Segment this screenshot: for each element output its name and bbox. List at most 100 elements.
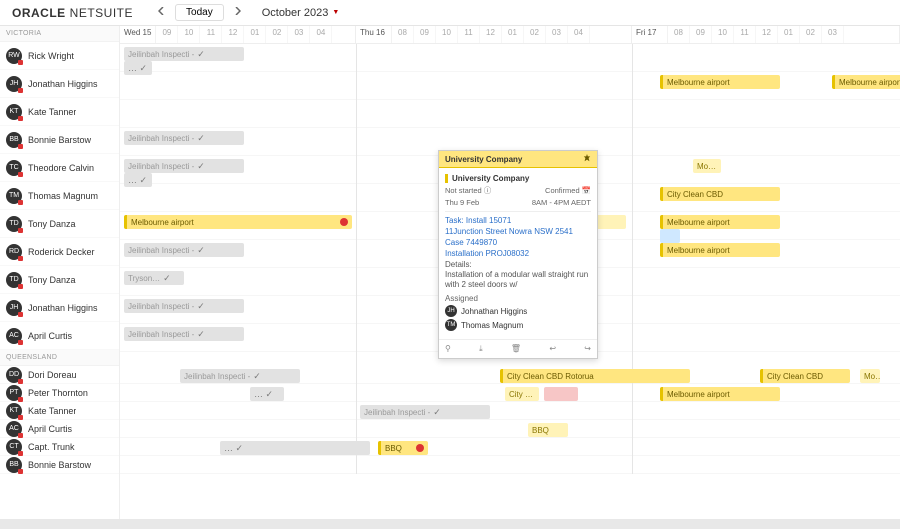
popover-pin-icon[interactable] bbox=[583, 154, 591, 164]
resource-row[interactable]: CTCapt. Trunk bbox=[0, 438, 119, 456]
resource-name: Bonnie Barstow bbox=[28, 135, 91, 145]
schedule-bar[interactable]: … ✓ bbox=[250, 387, 284, 401]
resource-name: Tony Danza bbox=[28, 275, 76, 285]
schedule-bar[interactable]: Jeilinbah Inspecti -✓ bbox=[124, 299, 244, 313]
schedule-bar[interactable]: Jeilinbah Inspecti -✓ bbox=[124, 159, 244, 173]
prev-period-button[interactable] bbox=[155, 4, 169, 18]
hour-label: 11 bbox=[458, 26, 480, 43]
bar-label: Melbourne airport bbox=[131, 218, 194, 227]
column-header: Wed 150910111201020304Thu 16080910111201… bbox=[120, 26, 900, 44]
resource-row[interactable]: TDTony Danza bbox=[0, 210, 119, 238]
schedule-bar[interactable]: Melbourne airport bbox=[832, 75, 900, 89]
resource-row[interactable]: TDTony Danza bbox=[0, 266, 119, 294]
avatar: RD bbox=[6, 244, 22, 260]
schedule-bar[interactable]: … ✓ bbox=[124, 61, 152, 75]
resource-name: Peter Thornton bbox=[28, 388, 88, 398]
schedule-bar[interactable]: … ✓ bbox=[220, 441, 370, 455]
resource-name: April Curtis bbox=[28, 424, 72, 434]
schedule-bar[interactable]: Jeilinbah Inspecti -✓ bbox=[360, 405, 490, 419]
schedule-bar[interactable]: Tryson…✓ bbox=[124, 271, 184, 285]
alert-dot-icon bbox=[416, 444, 424, 452]
schedule-bar[interactable]: Melbourne airport bbox=[660, 243, 780, 257]
resource-sidebar: VICTORIA RWRick WrightJHJonathan Higgins… bbox=[0, 26, 120, 529]
bar-label: City Clean CBD bbox=[767, 372, 823, 381]
popover-action-forward[interactable]: ↪ bbox=[584, 344, 591, 354]
schedule-bar[interactable]: Melbourne airport bbox=[660, 75, 780, 89]
avatar: KT bbox=[6, 104, 22, 120]
popover-case-link[interactable]: Case 7449870 bbox=[445, 238, 591, 247]
resource-row[interactable]: TCTheodore Calvin bbox=[0, 154, 119, 182]
resource-name: Jonathan Higgins bbox=[28, 79, 98, 89]
schedule-bar[interactable]: Jeilinbah Inspecti -✓ bbox=[124, 47, 244, 61]
popover-date: Thu 9 Feb bbox=[445, 198, 479, 207]
next-period-button[interactable] bbox=[230, 4, 244, 18]
schedule-bar[interactable]: Mo… bbox=[693, 159, 721, 173]
schedule-bar[interactable]: Jeilinbah Inspecti -✓ bbox=[124, 327, 244, 341]
check-icon: … ✓ bbox=[224, 443, 243, 454]
hour-label: 09 bbox=[414, 26, 436, 43]
check-icon: … ✓ bbox=[128, 175, 147, 186]
bar-label: Mo… bbox=[697, 162, 716, 171]
assigned-name: Thomas Magnum bbox=[461, 321, 523, 330]
popover-action-pin[interactable]: ⚲ bbox=[445, 344, 451, 354]
resource-row[interactable]: ACApril Curtis bbox=[0, 420, 119, 438]
bar-label: Jeilinbah Inspecti - bbox=[184, 372, 250, 381]
check-icon: ✓ bbox=[197, 49, 205, 60]
resource-name: Bonnie Barstow bbox=[28, 460, 91, 470]
schedule-bar[interactable]: BBQ bbox=[378, 441, 428, 455]
popover-action-delete[interactable]: 🗑 bbox=[511, 344, 521, 354]
schedule-bar[interactable] bbox=[544, 387, 578, 401]
hour-label: 09 bbox=[156, 26, 178, 43]
hour-label: 01 bbox=[502, 26, 524, 43]
resource-row[interactable]: ACApril Curtis bbox=[0, 322, 119, 350]
schedule-row bbox=[120, 100, 900, 128]
region-header-queensland: Queensland bbox=[0, 350, 119, 366]
popover-action-reply[interactable]: ↩ bbox=[549, 344, 556, 354]
hour-label: 12 bbox=[480, 26, 502, 43]
resource-name: Dori Doreau bbox=[28, 370, 77, 380]
popover-action-download[interactable]: ⤓ bbox=[479, 344, 483, 354]
avatar: CT bbox=[6, 439, 22, 455]
popover-task-link[interactable]: Task: Install 15071 bbox=[445, 216, 591, 225]
schedule-bar[interactable]: City Clean CBD Rotorua bbox=[500, 369, 690, 383]
resource-row[interactable]: BBBonnie Barstow bbox=[0, 456, 119, 474]
resource-row[interactable]: TMThomas Magnum bbox=[0, 182, 119, 210]
assigned-name: Johnathan Higgins bbox=[461, 307, 527, 316]
resource-row[interactable]: JHJonathan Higgins bbox=[0, 294, 119, 322]
hour-label: 03 bbox=[288, 26, 310, 43]
bar-label: Jeilinbah Inspecti - bbox=[128, 50, 194, 59]
resource-row[interactable]: JHJonathan Higgins bbox=[0, 70, 119, 98]
schedule-bar[interactable]: Jeilinbah Inspecti -✓ bbox=[124, 131, 244, 145]
popover-address-link[interactable]: 11Junction Street Nowra NSW 2541 bbox=[445, 227, 591, 236]
avatar: TM bbox=[445, 319, 457, 331]
resource-name: Kate Tanner bbox=[28, 107, 76, 117]
schedule-bar[interactable]: … ✓ bbox=[124, 173, 152, 187]
hour-label: 03 bbox=[546, 26, 568, 43]
schedule-bar[interactable]: Jeilinbah Inspecti -✓ bbox=[124, 243, 244, 257]
resource-row[interactable]: DDDori Doreau bbox=[0, 366, 119, 384]
check-icon: … ✓ bbox=[128, 63, 147, 74]
resource-row[interactable]: PTPeter Thornton bbox=[0, 384, 119, 402]
check-icon: … ✓ bbox=[254, 389, 273, 400]
resource-name: April Curtis bbox=[28, 331, 72, 341]
schedule-bar[interactable]: City Clean CBD bbox=[660, 187, 780, 201]
resource-name: Thomas Magnum bbox=[28, 191, 98, 201]
schedule-bar[interactable]: Melbourne airport bbox=[660, 387, 780, 401]
resource-row[interactable]: RDRoderick Decker bbox=[0, 238, 119, 266]
schedule-bar[interactable]: Melbourne airport bbox=[660, 215, 780, 229]
schedule-bar[interactable]: Melbourne airport bbox=[124, 215, 352, 229]
schedule-bar[interactable]: City Clean CBD bbox=[760, 369, 850, 383]
schedule-bar[interactable] bbox=[660, 229, 680, 243]
schedule-bar[interactable]: Jeilinbah Inspecti -✓ bbox=[180, 369, 300, 383]
popover-install-link[interactable]: Installation PROJ08032 bbox=[445, 249, 591, 258]
today-button[interactable]: Today bbox=[175, 4, 224, 21]
schedule-bar[interactable]: Mo… bbox=[860, 369, 880, 383]
resource-row[interactable]: BBBonnie Barstow bbox=[0, 126, 119, 154]
schedule-bar[interactable]: BBQ bbox=[528, 423, 568, 437]
resource-row[interactable]: KT Kate Tanner bbox=[0, 98, 119, 126]
schedule-bar[interactable]: City … bbox=[505, 387, 539, 401]
resource-row[interactable]: KTKate Tanner bbox=[0, 402, 119, 420]
resource-row[interactable]: RWRick Wright bbox=[0, 42, 119, 70]
popover-details-label: Details: bbox=[445, 260, 472, 269]
month-picker[interactable]: October 2023 ▼ bbox=[262, 7, 340, 19]
